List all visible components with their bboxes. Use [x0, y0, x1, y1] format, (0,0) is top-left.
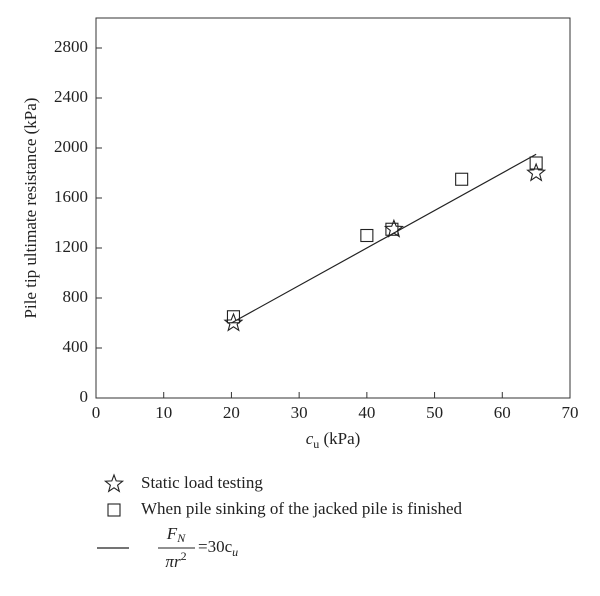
square-marker — [107, 503, 121, 517]
y-tick-label: 0 — [80, 387, 89, 406]
x-axis-label: cu (kPa) — [306, 429, 361, 451]
x-tick-label: 30 — [291, 403, 308, 422]
square-marker — [226, 310, 241, 324]
formula: FN πr2 =30cu — [158, 524, 238, 571]
fit-line — [231, 153, 537, 324]
y-tick-label: 1600 — [54, 187, 88, 206]
x-tick-label: 0 — [92, 403, 101, 422]
formula-f: F — [166, 524, 178, 543]
x-tick-label: 60 — [494, 403, 511, 422]
x-tick-label: 70 — [562, 403, 579, 422]
y-tick-label: 400 — [63, 337, 89, 356]
x-tick-label: 40 — [358, 403, 375, 422]
formula-rhs-main: =30c — [198, 537, 233, 556]
y-tick-label: 2000 — [54, 137, 88, 156]
y-tick-label: 800 — [63, 287, 89, 306]
formula-sup: 2 — [181, 549, 187, 563]
formula-denominator: πr2 — [165, 549, 186, 571]
x-label-sub: u — [313, 437, 319, 451]
y-tick-label: 2400 — [54, 87, 88, 106]
y-axis-label: Pile tip ultimate resistance (kPa) — [21, 98, 40, 319]
star-marker — [526, 162, 547, 182]
legend-label: When pile sinking of the jacked pile is … — [141, 499, 463, 518]
formula-pir: πr — [165, 552, 181, 571]
legend-label: Static load testing — [141, 473, 263, 492]
x-tick-label: 50 — [426, 403, 443, 422]
formula-f-sub: N — [176, 531, 186, 545]
x-tick-label: 20 — [223, 403, 240, 422]
plot-frame — [95, 17, 571, 399]
x-label-unit: (kPa) — [319, 429, 360, 448]
square-marker — [529, 156, 543, 170]
square-marker — [455, 172, 469, 186]
formula-numerator: FN — [166, 524, 186, 545]
square-marker — [385, 222, 399, 236]
x-label-main: c — [306, 429, 314, 448]
star-marker — [103, 473, 125, 493]
formula-rhs-sub: u — [232, 545, 238, 559]
x-tick-label: 10 — [155, 403, 172, 422]
formula-rhs: =30cu — [198, 537, 238, 559]
y-tick-label: 2800 — [54, 37, 88, 56]
square-marker — [360, 228, 374, 243]
y-tick-label: 1200 — [54, 237, 88, 256]
